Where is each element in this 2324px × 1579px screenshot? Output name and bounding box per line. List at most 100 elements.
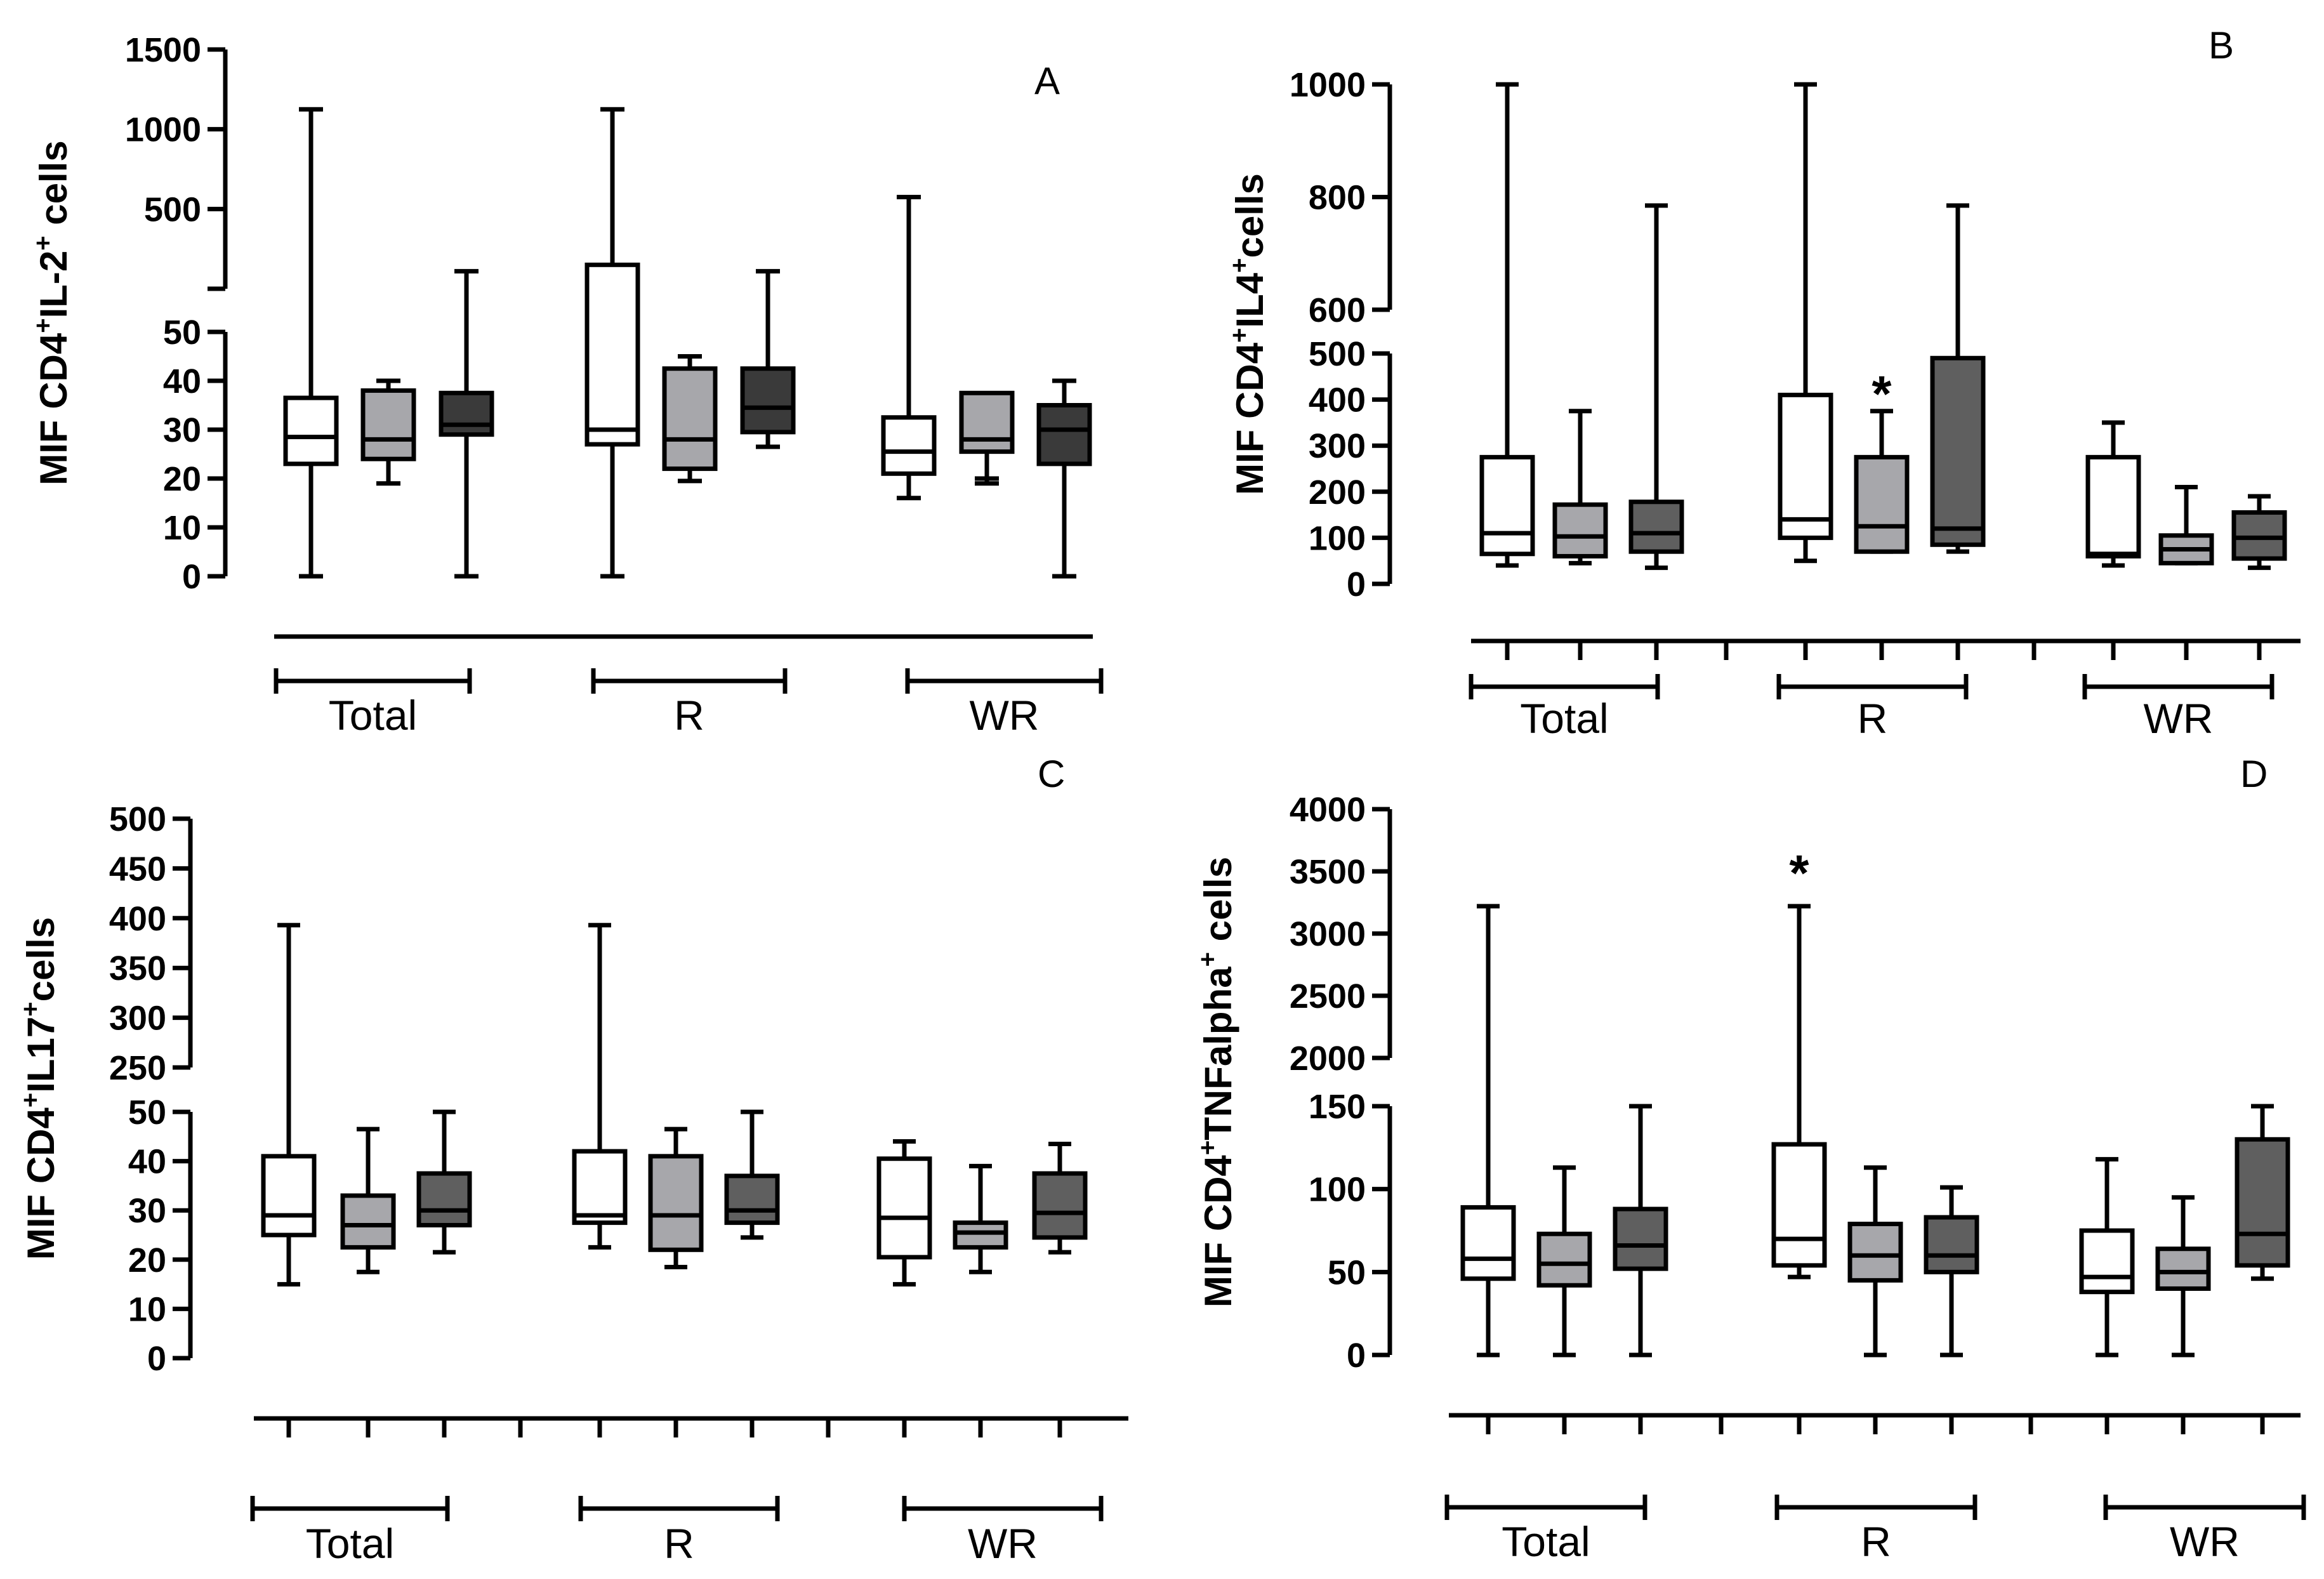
panel-c-box-r-2 xyxy=(648,1126,704,1269)
panel-a-y-axis-label-part: cells xyxy=(32,140,75,235)
panel-d-letter: D xyxy=(2240,753,2268,795)
panel-a-box-total-3 xyxy=(439,268,494,579)
panel-c-y-tick-label: 50 xyxy=(128,1093,166,1132)
panel-b-y-axis-label-part: + xyxy=(1225,328,1253,343)
panel-d-y-tick-label: 100 xyxy=(1309,1171,1366,1209)
panel-b-y-tick-label: 1000 xyxy=(1290,66,1366,104)
panel-c-y-axis-label-part: cells xyxy=(20,917,62,1001)
panel-d-y-tick-label: 3500 xyxy=(1290,853,1366,891)
panel-c-y-tick-label: 30 xyxy=(128,1192,166,1230)
box-iqr xyxy=(340,1193,396,1250)
panel-c-box-total-3 xyxy=(416,1109,472,1255)
panel-c-box-wr-3 xyxy=(1032,1141,1088,1255)
panel-a-group-label-total: Total xyxy=(329,692,417,739)
panel-b-box-r-3 xyxy=(1930,203,1986,554)
panel-c-y-axis-label-part: MIF CD4 xyxy=(20,1107,62,1260)
panel-b-y-axis-label-part: IL4 xyxy=(1229,272,1271,327)
box-iqr xyxy=(1613,1206,1668,1271)
box-iqr xyxy=(1930,355,1986,547)
panel-c-box-r-1 xyxy=(572,923,628,1250)
panel-a-group-label-r: R xyxy=(674,692,704,739)
box-iqr xyxy=(876,1156,932,1260)
box-iqr xyxy=(724,1173,780,1226)
panel-c-y-tick-label: 300 xyxy=(109,1000,166,1038)
panel-c-y-axis-label-part: IL17 xyxy=(20,1017,62,1093)
panel-a-box-r-3 xyxy=(740,268,796,449)
panel-a-group-label-wr: WR xyxy=(970,692,1040,739)
panel-d-y-axis-label-part: cells xyxy=(1197,857,1239,952)
panel-d-box-r-3 xyxy=(1924,1185,1979,1358)
panel-c-y-tick-label: 0 xyxy=(147,1340,166,1378)
panel-b-group-label-r: R xyxy=(1858,695,1888,742)
panel-b-box-total-2 xyxy=(1552,409,1608,565)
panel-b-box-total-3 xyxy=(1628,203,1684,571)
panel-b-y-axis-label-part: MIF CD4 xyxy=(1229,342,1271,495)
box-iqr xyxy=(1552,502,1608,558)
panel-d-y-axis-label-part: TNFalpha xyxy=(1197,967,1239,1140)
panel-c-box-total-1 xyxy=(261,923,317,1287)
panel-c-y-tick-label: 400 xyxy=(109,900,166,938)
panel-a-y-tick-label: 30 xyxy=(163,411,201,449)
box-iqr xyxy=(2085,454,2141,558)
box-iqr xyxy=(1536,1231,1592,1288)
panel-b-box-wr-3 xyxy=(2231,494,2287,571)
panel-d-y-tick-label: 2500 xyxy=(1290,977,1366,1015)
panel-d-group-label-wr: WR xyxy=(2170,1518,2240,1565)
panel-d-box-r-2 xyxy=(1847,1165,1903,1358)
panel-a-box-total-2 xyxy=(360,378,416,486)
panel-b-y-tick-label: 200 xyxy=(1309,473,1366,512)
panel-c-y-tick-label: 40 xyxy=(128,1143,166,1181)
panel-c-group-label-total: Total xyxy=(306,1520,394,1567)
panel-d-y-tick-label: 50 xyxy=(1328,1253,1366,1292)
panel-a-box-wr-1 xyxy=(881,194,937,501)
box-iqr xyxy=(2231,510,2287,561)
panel-a-box-r-2 xyxy=(662,354,718,484)
panel-b-box-r-2 xyxy=(1854,409,1910,554)
panel-b-group-label-total: Total xyxy=(1520,695,1608,742)
panel-c-group-label-r: R xyxy=(664,1520,694,1567)
box-iqr xyxy=(740,366,796,435)
panel-d-box-wr-3 xyxy=(2235,1104,2290,1281)
panel-d-box-total-2 xyxy=(1536,1165,1592,1358)
panel-b-box-total-1 xyxy=(1479,82,1535,568)
panel-b-y-tick-label: 800 xyxy=(1309,179,1366,217)
box-iqr xyxy=(360,388,416,461)
panel-a-y-tick-label: 1000 xyxy=(125,111,201,149)
box-iqr xyxy=(572,1149,628,1226)
panel-a-box-total-1 xyxy=(283,107,339,579)
box-iqr xyxy=(959,390,1015,454)
panel-a-y-axis-label-part: + xyxy=(29,318,57,333)
box-iqr xyxy=(1628,499,1684,554)
panel-d-y-tick-label: 0 xyxy=(1347,1337,1366,1375)
panel-c-y-tick-label: 10 xyxy=(128,1290,166,1328)
panel-d-y-axis-label-part: MIF CD4 xyxy=(1197,1154,1239,1307)
panel-d-y-tick-label: 3000 xyxy=(1290,915,1366,953)
panel-d-box-total-1 xyxy=(1460,904,1516,1358)
panel-b-y-tick-label: 600 xyxy=(1309,291,1366,329)
panel-d-y-axis-label-part: + xyxy=(1194,952,1222,967)
box-iqr xyxy=(283,395,339,466)
panel-a-box-wr-3 xyxy=(1036,378,1092,579)
panel-b-y-tick-label: 100 xyxy=(1309,519,1366,557)
panel-c-box-wr-2 xyxy=(953,1163,1008,1274)
box-iqr xyxy=(2235,1137,2290,1268)
box-iqr xyxy=(261,1154,317,1238)
panel-c-y-tick-label: 500 xyxy=(109,800,166,838)
panel-b-box-wr-2 xyxy=(2158,485,2214,565)
panel-a-y-axis-label-part: + xyxy=(29,235,57,250)
box-iqr xyxy=(953,1220,1008,1250)
panel-b-y-axis-label-part: cells xyxy=(1229,173,1271,258)
box-iqr xyxy=(648,1154,704,1252)
panel-d-significance-star: * xyxy=(1789,845,1809,901)
panel-d-group-label-r: R xyxy=(1861,1518,1891,1565)
panel-a-box-r-1 xyxy=(584,107,640,579)
panel-d-y-axis-label-part: + xyxy=(1194,1140,1222,1155)
panel-d-box-total-3 xyxy=(1613,1104,1668,1358)
panel-d-box-r-1 xyxy=(1771,904,1827,1279)
panel-b-group-label-wr: WR xyxy=(2144,695,2214,742)
panel-a-y-axis-label-part: IL-2 xyxy=(32,251,75,319)
box-iqr xyxy=(439,390,494,437)
panel-d-y-tick-label: 2000 xyxy=(1290,1040,1366,1078)
box-iqr xyxy=(1460,1205,1516,1281)
